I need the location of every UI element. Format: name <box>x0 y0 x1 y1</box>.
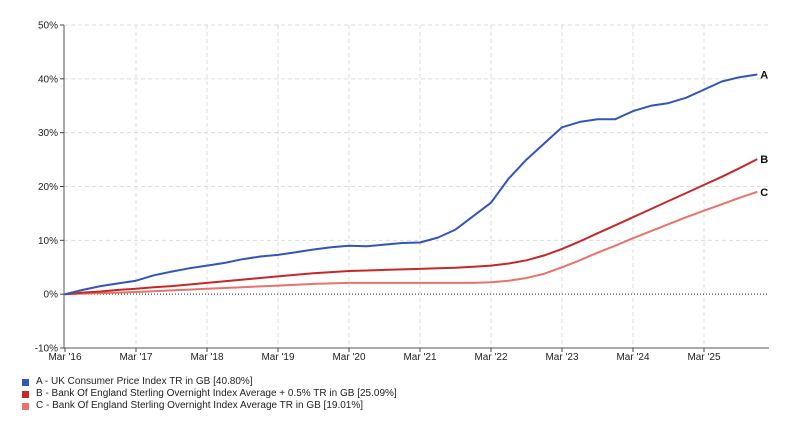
y-tick-label: 40% <box>38 74 58 85</box>
y-tick-label: 30% <box>38 128 58 139</box>
y-tick-label: 50% <box>38 21 58 32</box>
y-tick-label: 20% <box>38 182 58 193</box>
y-tick-label: -10% <box>35 344 58 355</box>
x-tick-label: Mar '23 <box>545 352 578 363</box>
grid-lines <box>64 24 769 348</box>
y-axis-ticks: 50% 40% 30% 20% 10% 0% -10% <box>35 21 64 355</box>
series-line-c <box>64 190 758 296</box>
series-end-label-c: C <box>760 187 768 199</box>
y-tick-label: 0% <box>44 290 59 301</box>
legend-swatch-a <box>22 378 29 386</box>
series-end-label-a: A <box>760 70 768 82</box>
series-lines <box>64 73 758 296</box>
x-tick-label: Mar '24 <box>616 352 649 363</box>
x-tick-label: Mar '17 <box>119 352 152 363</box>
legend-item-b: B - Bank Of England Sterling Overnight I… <box>22 388 397 400</box>
x-tick-label: Mar '21 <box>403 352 436 363</box>
series-end-label-b: B <box>760 154 768 166</box>
x-tick-label: Mar '20 <box>332 352 365 363</box>
legend-label-c: C - Bank Of England Sterling Overnight I… <box>36 400 364 411</box>
x-tick-label: Mar '18 <box>190 352 223 363</box>
legend-item-c: C - Bank Of England Sterling Overnight I… <box>22 400 397 412</box>
series-line-b <box>64 158 758 296</box>
legend-swatch-b <box>22 390 29 398</box>
legend-item-a: A - UK Consumer Price Index TR in GB [40… <box>22 376 397 388</box>
x-tick-label: Mar '25 <box>687 352 720 363</box>
x-tick-label: Mar '16 <box>48 352 81 363</box>
series-end-labels: C B A <box>760 70 768 199</box>
x-axis-ticks: Mar '16 Mar '17 Mar '18 Mar '19 Mar '20 Mar '… <box>48 348 721 363</box>
legend-swatch-c <box>22 402 29 410</box>
y-tick-label: 10% <box>38 236 58 247</box>
series-line-a <box>64 73 758 296</box>
legend: A - UK Consumer Price Index TR in GB [40… <box>22 376 397 412</box>
legend-label-b: B - Bank Of England Sterling Overnight I… <box>36 388 397 399</box>
x-tick-label: Mar '22 <box>474 352 507 363</box>
x-tick-label: Mar '19 <box>261 352 294 363</box>
legend-label-a: A - UK Consumer Price Index TR in GB [40… <box>36 376 253 387</box>
